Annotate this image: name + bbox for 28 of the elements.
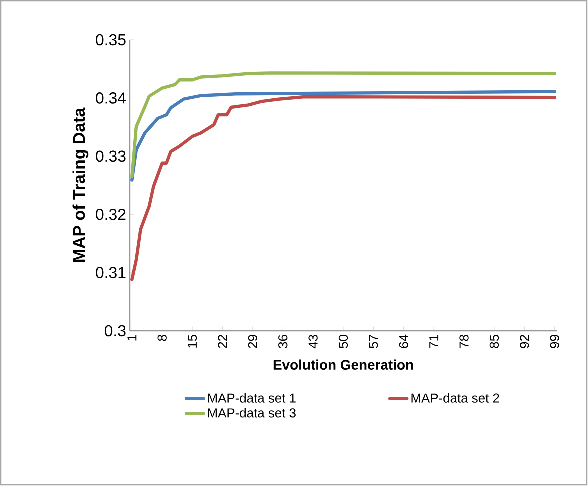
y-tick-label: 0.32 xyxy=(96,208,126,220)
x-tick-label: 71 xyxy=(430,335,439,348)
x-tick-label: 50 xyxy=(338,335,348,348)
x-tick-label: 1 xyxy=(128,335,137,341)
x-tick-label: 8 xyxy=(158,335,167,342)
y-tick-label: 0.34 xyxy=(96,92,126,104)
x-axis-title: Evolution Generation xyxy=(274,360,414,370)
x-tick-label: 36 xyxy=(278,335,288,348)
x-tick-label: 29 xyxy=(248,335,258,348)
x-tick-label: 78 xyxy=(460,335,469,348)
x-tick-label: 85 xyxy=(490,335,500,348)
y-tick-label: 0.31 xyxy=(96,267,126,278)
x-tick-label: 15 xyxy=(188,335,198,348)
y-tick-label: 0.3 xyxy=(104,325,126,337)
x-tick-label: 99 xyxy=(550,335,560,348)
line-series xyxy=(130,95,556,282)
legend-label: MAP-data set 1 xyxy=(208,393,296,403)
x-tick-label: 43 xyxy=(308,335,318,349)
y-tick-label: 0.33 xyxy=(96,150,126,162)
x-tick-label: 22 xyxy=(218,335,228,348)
x-tick-label: 57 xyxy=(369,335,378,348)
line-series xyxy=(130,72,556,178)
legend-label: MAP-data set 2 xyxy=(412,393,500,403)
y-axis-title: MAP of Traing Data xyxy=(72,108,89,262)
x-tick-label: 92 xyxy=(520,335,530,348)
x-tick-label: 64 xyxy=(399,334,408,348)
legend-label: MAP-data set 3 xyxy=(208,408,296,418)
y-tick-label: 0.35 xyxy=(96,34,126,46)
